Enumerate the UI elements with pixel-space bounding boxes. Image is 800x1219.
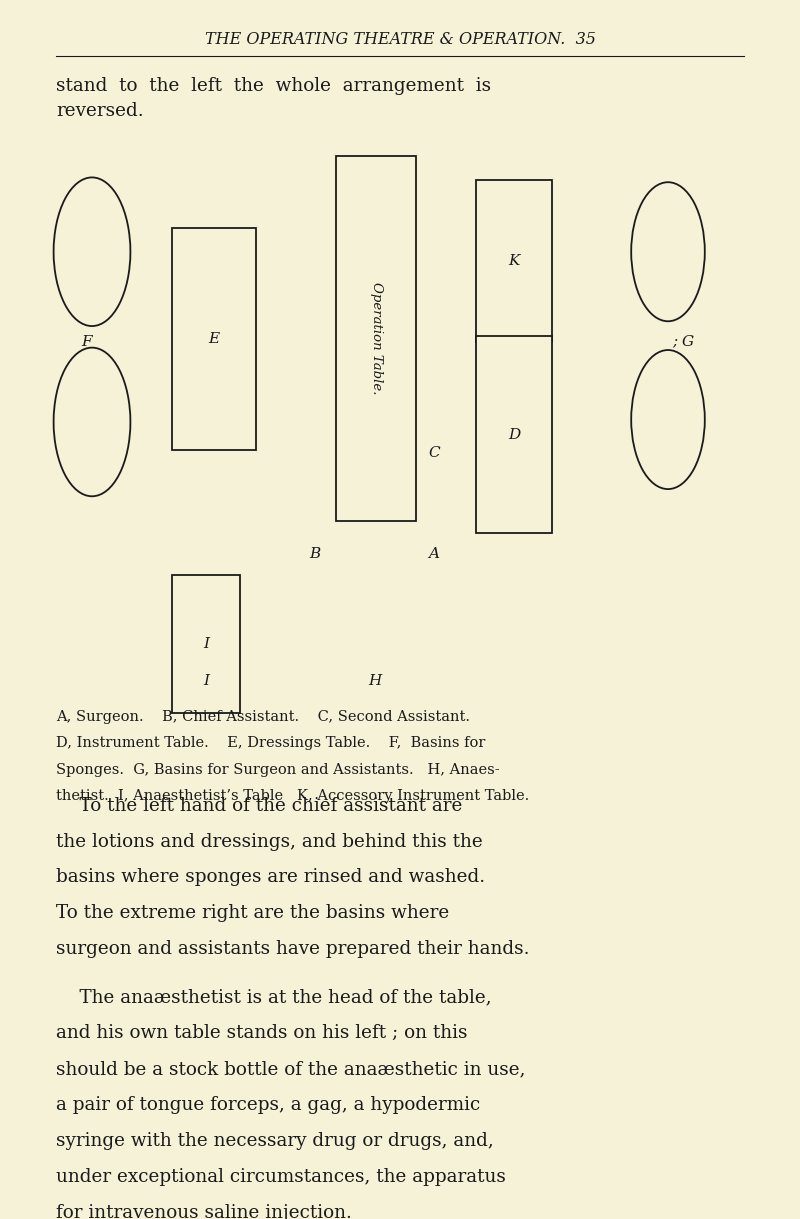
Text: H: H [368,674,381,688]
Text: E: E [209,332,219,346]
Text: B: B [309,547,320,561]
Text: and his own table stands on his left ; on this: and his own table stands on his left ; o… [56,1024,467,1042]
Text: To the left hand of the chief assistant are: To the left hand of the chief assistant … [56,796,462,814]
Bar [336,156,416,522]
Text: I: I [203,638,209,651]
Text: D: D [508,428,520,441]
Ellipse shape [631,182,705,322]
Text: THE OPERATING THEATRE & OPERATION.  35: THE OPERATING THEATRE & OPERATION. 35 [205,30,595,48]
Text: I: I [203,674,210,688]
Ellipse shape [631,350,705,489]
Text: Operation Table.: Operation Table. [370,283,382,395]
Bar [172,228,256,450]
Ellipse shape [54,178,130,325]
Ellipse shape [54,347,130,496]
Text: A: A [428,547,439,561]
Text: basins where sponges are rinsed and washed.: basins where sponges are rinsed and wash… [56,868,485,886]
Text: D, Instrument Table.    E, Dressings Table.    F,  Basins for: D, Instrument Table. E, Dressings Table.… [56,736,486,750]
Text: Sponges.  G, Basins for Surgeon and Assistants.   H, Anaes-: Sponges. G, Basins for Surgeon and Assis… [56,763,500,777]
Text: should be a stock bottle of the anaæsthetic in use,: should be a stock bottle of the anaæsthe… [56,1061,526,1079]
Text: reversed.: reversed. [56,102,144,121]
Bar [476,180,552,341]
Text: syringe with the necessary drug or drugs, and,: syringe with the necessary drug or drugs… [56,1132,494,1151]
Bar [172,575,240,713]
Text: F: F [81,335,92,349]
Text: surgeon and assistants have prepared their hands.: surgeon and assistants have prepared the… [56,940,530,958]
Text: stand  to  the  left  the  whole  arrangement  is: stand to the left the whole arrangement … [56,77,491,95]
Text: K: K [508,254,520,268]
Text: for intravenous saline injection.: for intravenous saline injection. [56,1204,352,1219]
Text: ; G: ; G [672,335,694,349]
Text: the lotions and dressings, and behind this the: the lotions and dressings, and behind th… [56,833,482,851]
Text: a pair of tongue forceps, a gag, a hypodermic: a pair of tongue forceps, a gag, a hypod… [56,1096,480,1114]
Bar [476,335,552,534]
Text: A, Surgeon.    B, Chief Assistant.    C, Second Assistant.: A, Surgeon. B, Chief Assistant. C, Secon… [56,709,470,724]
Text: thetist.  I, Anaesthetist’s Table   K, Accessory Instrument Table.: thetist. I, Anaesthetist’s Table K, Acce… [56,789,530,803]
Text: C: C [428,446,440,460]
Text: under exceptional circumstances, the apparatus: under exceptional circumstances, the app… [56,1168,506,1186]
Text: To the extreme right are the basins where: To the extreme right are the basins wher… [56,904,450,923]
Text: The anaæsthetist is at the head of the table,: The anaæsthetist is at the head of the t… [56,989,492,1007]
